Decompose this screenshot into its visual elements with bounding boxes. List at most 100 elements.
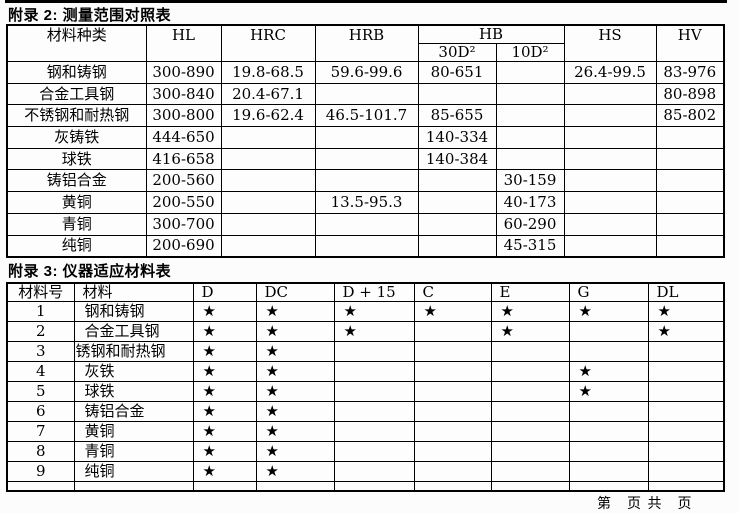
- empty-mark-cell: [568, 441, 649, 462]
- star-mark-cell: ★: [413, 301, 492, 322]
- empty-mark-cell: [413, 461, 492, 482]
- range-value-cell: 60-290: [495, 212, 565, 236]
- header-material-type: 材料种类: [6, 24, 147, 62]
- material-name-cell: 合金工具钢: [73, 321, 194, 342]
- range-value-cell: [314, 147, 419, 171]
- range-value-cell: [563, 82, 657, 106]
- header-probe-dl: DL: [647, 282, 725, 302]
- range-table-row: 灰铸铁 444-650 140-334: [6, 126, 725, 149]
- range-value-cell: [314, 169, 419, 193]
- range-value-cell: 13.5-95.3: [314, 191, 419, 214]
- material-no-cell: 1: [6, 301, 75, 322]
- empty-mark-cell: [413, 441, 492, 462]
- empty-mark-cell: [413, 421, 492, 442]
- empty-mark-cell: [568, 341, 649, 362]
- empty-mark-cell: [333, 401, 415, 422]
- header-probe-e: E: [490, 282, 570, 302]
- star-mark-cell: ★: [333, 321, 415, 342]
- material-name-cell: 铸铝合金: [6, 169, 147, 193]
- range-table-row: 铸铝合金 200-560 30-159: [6, 169, 725, 193]
- material-no-cell: 7: [6, 421, 75, 442]
- range-value-cell: [655, 126, 725, 149]
- header-hv: HV: [655, 24, 725, 62]
- document-page: { "colors": { "ink": "#000000", "paper":…: [5, 0, 727, 512]
- header-probe-dc: DC: [255, 282, 335, 302]
- star-mark-cell: ★: [333, 301, 415, 322]
- empty-mark-cell: [413, 361, 492, 382]
- range-table-header: 材料种类 HL HRC HRB HB HS HV 30D² 10D²: [6, 24, 725, 62]
- star-mark-cell: ★: [255, 441, 335, 462]
- range-value-cell: [495, 147, 565, 171]
- material-name-cell: 纯铜: [73, 461, 194, 482]
- star-mark-cell: ★: [192, 381, 257, 402]
- header-probe-g: G: [568, 282, 649, 302]
- star-mark-cell: ★: [255, 321, 335, 342]
- applicability-table-row: 9 纯铜 ★ ★: [6, 461, 725, 482]
- range-value-cell: [495, 104, 565, 128]
- range-value-cell: 85-802: [655, 104, 725, 128]
- star-mark-cell: ★: [192, 341, 257, 362]
- star-mark-cell: ★: [192, 301, 257, 322]
- material-name-cell: 不锈钢和耐热钢: [6, 104, 147, 128]
- star-mark-cell: ★: [255, 461, 335, 482]
- top-rule-divider: [5, 0, 727, 3]
- empty-mark-cell: [647, 421, 725, 442]
- range-value-cell: 19.8-68.5: [220, 61, 316, 84]
- material-no-cell: 2: [6, 321, 75, 342]
- empty-mark-cell: [647, 461, 725, 482]
- range-value-cell: [220, 147, 316, 171]
- empty-mark-cell: [413, 401, 492, 422]
- applicability-table-row: 8 青铜 ★ ★: [6, 441, 725, 462]
- range-value-cell: [495, 82, 565, 106]
- material-name-cell: 铸铝合金: [73, 401, 194, 422]
- star-mark-cell: ★: [490, 301, 570, 322]
- empty-mark-cell: [647, 361, 725, 382]
- material-no-cell: 6: [6, 401, 75, 422]
- range-value-cell: 46.5-101.7: [314, 104, 419, 128]
- header-probe-d: D: [192, 282, 257, 302]
- star-mark-cell: ★: [192, 421, 257, 442]
- star-mark-cell: ★: [255, 381, 335, 402]
- range-value-cell: [417, 82, 497, 106]
- empty-mark-cell: [333, 461, 415, 482]
- range-value-cell: 40-173: [495, 191, 565, 214]
- empty-mark-cell: [647, 441, 725, 462]
- header-material: 材料: [73, 282, 194, 302]
- empty-mark-cell: [490, 401, 570, 422]
- range-value-cell: [563, 104, 657, 128]
- empty-mark-cell: [647, 481, 725, 491]
- range-table-row: 纯铜 200-690 45-315: [6, 234, 725, 258]
- material-no-cell: 8: [6, 441, 75, 462]
- empty-mark-cell: [413, 381, 492, 402]
- applicability-table-row: 4 灰铁 ★ ★ ★: [6, 361, 725, 382]
- range-value-cell: 26.4-99.5: [563, 61, 657, 84]
- header-material-no: 材料号: [6, 282, 75, 302]
- material-name-cell: 合金工具钢: [6, 82, 147, 106]
- applicability-table-body: 1 钢和铸钢 ★ ★ ★ ★ ★ ★ ★ 2 合金工具钢 ★ ★ ★ ★ ★ 3 锈钢和耐热钢 ★ ★ 4 灰铁 ★ ★ ★ 5 球…: [6, 301, 725, 491]
- empty-mark-cell: [490, 381, 570, 402]
- star-mark-cell: ★: [568, 381, 649, 402]
- applicability-table-row: 6 铸铝合金 ★ ★: [6, 401, 725, 422]
- range-value-cell: [563, 126, 657, 149]
- range-value-cell: 300-800: [145, 104, 222, 128]
- range-value-cell: 80-651: [417, 61, 497, 84]
- range-value-cell: [563, 212, 657, 236]
- header-probe-c: C: [413, 282, 492, 302]
- star-mark-cell: ★: [255, 341, 335, 362]
- empty-mark-cell: [490, 441, 570, 462]
- material-name-cell: [73, 481, 194, 491]
- empty-mark-cell: [413, 341, 492, 362]
- material-no-cell: 5: [6, 381, 75, 402]
- empty-mark-cell: [568, 461, 649, 482]
- material-name-cell: 青铜: [6, 212, 147, 236]
- star-mark-cell: ★: [490, 321, 570, 342]
- range-value-cell: [314, 126, 419, 149]
- star-mark-cell: ★: [647, 301, 725, 322]
- appendix3-title: 附录 3: 仪器适应材料表: [8, 263, 172, 280]
- range-value-cell: [314, 212, 419, 236]
- material-name-cell: 球铁: [6, 147, 147, 171]
- material-name-cell: 灰铸铁: [6, 126, 147, 149]
- range-value-cell: [655, 191, 725, 214]
- star-mark-cell: ★: [647, 321, 725, 342]
- empty-mark-cell: [333, 481, 415, 491]
